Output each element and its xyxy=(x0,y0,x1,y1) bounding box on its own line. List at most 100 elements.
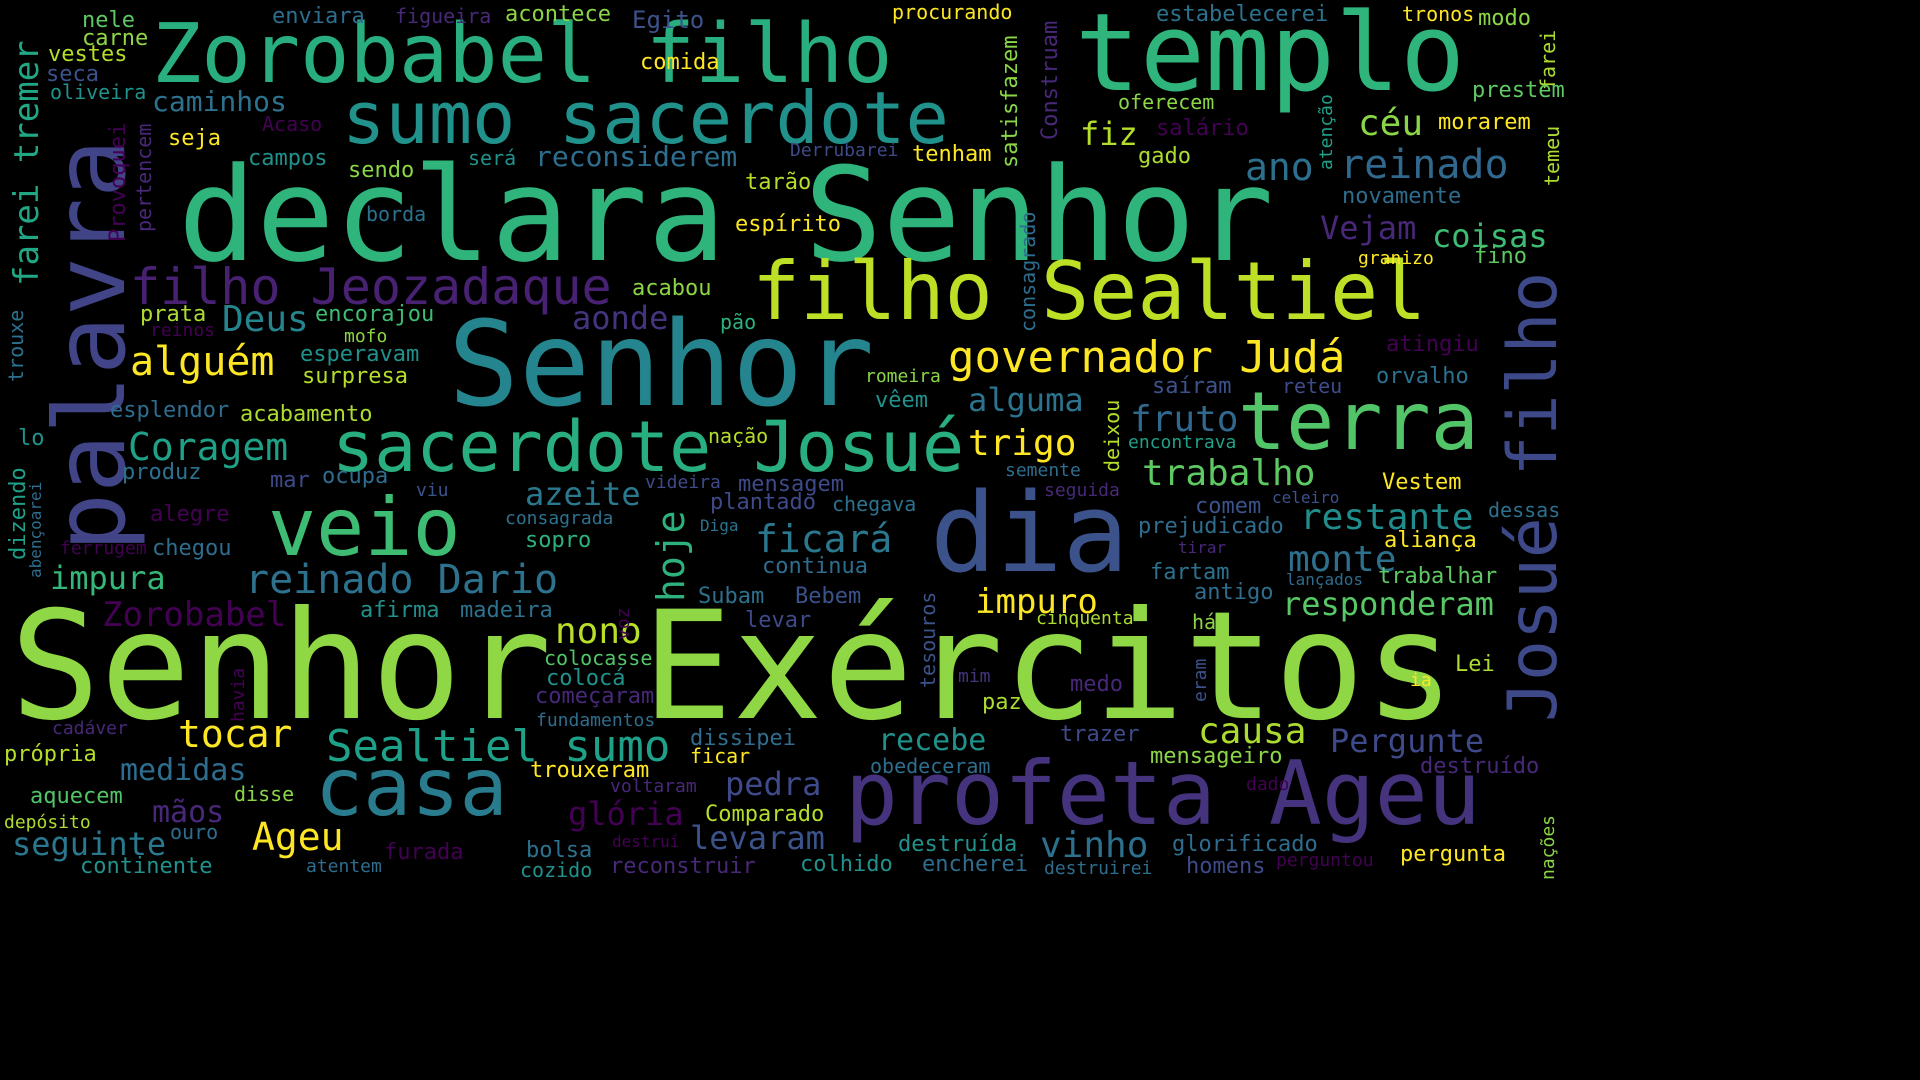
word-small: mar xyxy=(270,468,310,493)
word-small: tarão xyxy=(745,170,812,195)
word-small: ouro xyxy=(170,820,219,844)
word-small: lançados xyxy=(1286,570,1364,589)
word-fruto: fruto xyxy=(1130,399,1239,440)
word-small: fartam xyxy=(1150,560,1230,585)
word-small: ferrugem xyxy=(60,538,147,559)
word-sumo-sacerdote: sumo sacerdote xyxy=(342,76,949,160)
word-small: dessas xyxy=(1488,498,1561,522)
word-small: vêem xyxy=(875,388,928,413)
word-small: saíram xyxy=(1152,374,1232,399)
word-small: há xyxy=(1192,610,1217,634)
word-restante: restante xyxy=(1300,497,1474,538)
word-small: campos xyxy=(248,146,328,171)
word-nono: nono xyxy=(555,611,642,652)
word-small: pertencem xyxy=(132,123,156,232)
word-small: mensagem xyxy=(738,472,844,497)
word-small: sopro xyxy=(525,528,592,553)
word-small: destruí xyxy=(612,832,680,851)
word-small: celeiro xyxy=(1272,488,1340,507)
word-coisas: coisas xyxy=(1432,217,1548,255)
word-small: acabamento xyxy=(240,402,373,427)
word-small: paz xyxy=(982,690,1022,715)
word-small: esperavam xyxy=(300,342,420,367)
word-coragem: Coragem xyxy=(128,425,289,469)
word-declara-senhor: declara Senhor xyxy=(178,139,1274,291)
word-small: colocasse xyxy=(544,646,653,670)
word-small: atingiu xyxy=(1386,332,1479,357)
word-small: cozido xyxy=(520,858,593,882)
word-small: novamente xyxy=(1342,184,1462,209)
word-small: será xyxy=(468,146,517,170)
word-gloria: glória xyxy=(568,795,684,833)
word-seguinte: seguinte xyxy=(12,825,167,863)
word-hoje: hoje xyxy=(649,510,693,602)
word-causa: causa xyxy=(1198,711,1307,752)
word-small: enviara xyxy=(272,4,365,29)
word-small: deixou xyxy=(1100,399,1124,472)
word-small: mim xyxy=(958,666,991,687)
word-recebe: recebe xyxy=(878,723,987,758)
word-alguma: alguma xyxy=(968,381,1084,419)
word-small: espírito xyxy=(735,212,841,237)
word-pedra: pedra xyxy=(725,765,822,803)
word-small: reinos xyxy=(150,320,216,341)
word-ano: ano xyxy=(1245,145,1314,189)
word-small: Acaso xyxy=(262,112,323,136)
word-small: esplendor xyxy=(110,398,230,423)
word-small: furada xyxy=(384,840,464,865)
word-zorobabel-filho: Zorobabel filho xyxy=(152,7,893,102)
word-small: tesouros xyxy=(916,591,940,688)
word-small: dado xyxy=(1246,774,1290,795)
word-small: satisfazem xyxy=(998,35,1023,168)
word-small: reteu xyxy=(1282,374,1343,398)
word-small: trouxeram xyxy=(530,758,650,783)
word-small: nações xyxy=(1538,814,1559,880)
word-small: alegre xyxy=(150,502,230,527)
word-small: trabalhar xyxy=(1378,564,1498,589)
word-small: tenham xyxy=(912,142,992,167)
word-maos: mãos xyxy=(152,795,225,830)
word-trabalho: trabalho xyxy=(1142,453,1316,494)
word-casa: casa xyxy=(315,741,508,834)
word-small: encherei xyxy=(922,852,1028,877)
word-senhor-exercitos: Senhor Exércitos xyxy=(10,580,1455,754)
word-filho-sealtiel: filho Sealtiel xyxy=(752,245,1427,338)
word-senhor-center: Senhor xyxy=(448,295,875,433)
word-terra: terra xyxy=(1238,375,1479,468)
word-small: Provoquei xyxy=(106,122,131,242)
word-small: encorajou xyxy=(315,302,435,327)
word-small: colocá xyxy=(546,666,626,691)
word-small: pão xyxy=(720,310,757,334)
word-small: oliveira xyxy=(50,80,147,104)
word-ageu: Ageu xyxy=(252,815,344,859)
word-vinho: vinho xyxy=(1040,825,1149,866)
word-small: figueira xyxy=(395,4,492,28)
word-veio: veio xyxy=(268,481,461,574)
word-small: seguida xyxy=(1044,480,1120,501)
word-small: obedeceram xyxy=(870,754,991,778)
word-impura: impura xyxy=(50,559,166,597)
word-filho-jeozadaque: filho Jeozadaque xyxy=(130,258,612,316)
word-small: chegava xyxy=(832,492,917,516)
word-small: madeira xyxy=(460,598,553,623)
word-small: havia xyxy=(228,667,249,722)
word-medidas: medidas xyxy=(120,753,247,788)
word-small: produz xyxy=(122,460,202,485)
word-ficara: ficará xyxy=(755,517,893,561)
word-small: temeu xyxy=(1540,125,1564,186)
word-small: Construam xyxy=(1038,20,1063,140)
word-small: acabou xyxy=(632,276,712,301)
word-ceu: céu xyxy=(1358,103,1424,144)
word-small: Subam xyxy=(698,584,765,609)
word-small: Egito xyxy=(632,6,705,34)
word-small: mofo xyxy=(344,326,388,347)
word-trigo: trigo xyxy=(968,423,1077,464)
word-small: levar xyxy=(745,608,812,633)
word-responderam: responderam xyxy=(1282,585,1494,623)
word-small: prata xyxy=(140,302,207,327)
word-sealtiel-sumo: Sealtiel sumo xyxy=(326,721,671,772)
word-small: atentem xyxy=(306,856,382,877)
word-small: semente xyxy=(1005,460,1081,481)
word-azeite: azeite xyxy=(525,475,641,513)
word-small: cadáver xyxy=(52,718,128,739)
